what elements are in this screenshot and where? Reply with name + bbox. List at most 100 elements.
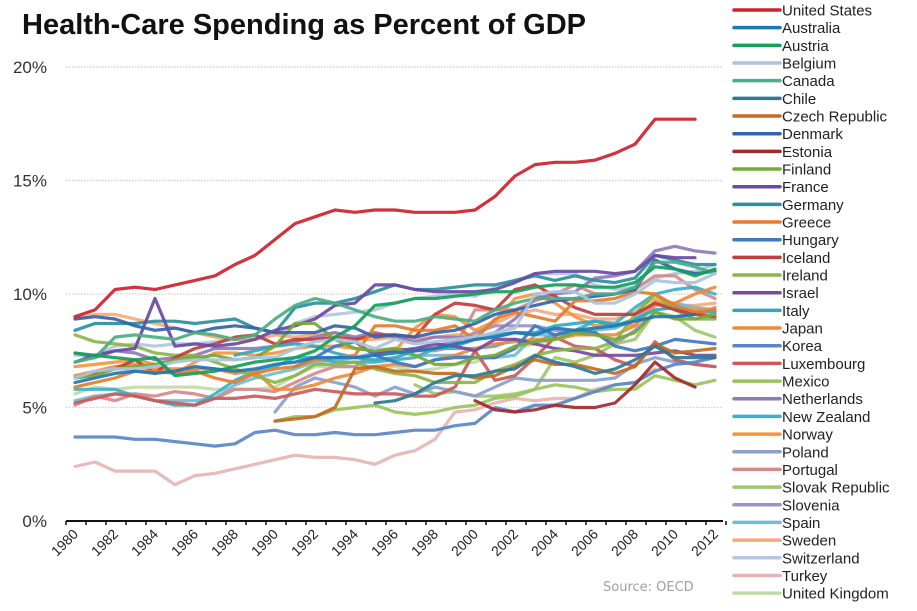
legend-label: Turkey: [782, 568, 828, 585]
x-axis: 1980 1982 1984 1986 1988 1990 1992 1994 1996 1998…: [48, 520, 727, 559]
series-line-chile: [373, 344, 717, 405]
series-line-czech-republic: [273, 342, 717, 423]
legend-item: Netherlands: [732, 391, 863, 408]
series-line-korea: [73, 356, 717, 448]
legend-item: Slovenia: [732, 497, 840, 514]
y-tick-label: 0%: [22, 512, 47, 531]
legend-label: Canada: [782, 73, 835, 90]
legend-item: Czech Republic: [732, 109, 888, 126]
legend-item: Norway: [732, 427, 833, 444]
legend-label: New Zealand: [782, 409, 870, 426]
x-tick-label: 2002: [488, 526, 521, 559]
legend-item: Italy: [732, 303, 810, 320]
legend-label: Germany: [782, 197, 844, 214]
series-line-turkey: [73, 367, 657, 487]
series-line-israel: [373, 337, 717, 357]
series-line-belgium: [73, 272, 717, 380]
legend-label: Portugal: [782, 462, 838, 479]
legend-label: Sweden: [782, 533, 836, 550]
series-line-poland: [273, 356, 717, 414]
legend-label: Switzerland: [782, 550, 860, 567]
x-tick-label: 2012: [688, 526, 721, 559]
x-tick-label: 1982: [88, 526, 121, 559]
x-tick-label: 1996: [368, 526, 401, 559]
x-tick-label: 2010: [648, 526, 681, 559]
legend: United StatesAustraliaAustriaBelgiumCana…: [732, 3, 890, 603]
x-tick-label: 1980: [48, 526, 81, 559]
x-tick-label: 1992: [288, 526, 321, 559]
legend-item: Iceland: [732, 250, 830, 267]
x-tick-label: 1990: [248, 526, 281, 559]
series-line-estonia: [473, 360, 697, 414]
legend-item: Denmark: [732, 126, 843, 143]
series-line-austria: [73, 265, 717, 378]
x-tick-label: 1984: [128, 526, 161, 559]
legend-item: Israel: [732, 285, 819, 302]
legend-item: Sweden: [732, 533, 836, 550]
series-line-greece: [73, 290, 717, 389]
series-line-australia: [73, 312, 697, 385]
x-tick-label: 2006: [568, 526, 601, 559]
legend-item: Estonia: [732, 144, 833, 161]
legend-label: Iceland: [782, 250, 830, 267]
x-tick-label: 1998: [408, 526, 441, 559]
legend-label: United States: [782, 3, 872, 20]
legend-item: Japan: [732, 321, 823, 338]
legend-item: Chile: [732, 91, 816, 108]
legend-label: Mexico: [782, 374, 830, 391]
x-tick-label: 1988: [208, 526, 241, 559]
series-line-mexico: [273, 374, 717, 423]
x-tick-label: 2008: [608, 526, 641, 559]
legend-item: Finland: [732, 162, 831, 179]
legend-item: Poland: [732, 444, 829, 461]
y-axis-ticks: 0% 5% 10% 15% 20%: [13, 58, 47, 531]
y-tick-label: 15%: [13, 172, 47, 191]
plot-area: [73, 117, 717, 487]
legend-label: Norway: [782, 427, 833, 444]
legend-label: Chile: [782, 91, 816, 108]
legend-label: France: [782, 179, 829, 196]
legend-label: Slovak Republic: [782, 480, 890, 497]
series-line-united-states: [73, 117, 697, 319]
legend-item: Portugal: [732, 462, 838, 479]
legend-item: Mexico: [732, 374, 830, 391]
chart-title: Health-Care Spending as Percent of GDP: [22, 9, 586, 41]
series-line-canada: [73, 260, 717, 364]
x-tick-label: 1994: [328, 526, 361, 559]
legend-item: Luxembourg: [732, 356, 865, 373]
legend-label: Spain: [782, 515, 820, 532]
legend-label: Australia: [782, 20, 841, 37]
legend-label: Ireland: [782, 268, 828, 285]
legend-label: Luxembourg: [782, 356, 865, 373]
legend-item: Canada: [732, 73, 835, 90]
legend-label: Czech Republic: [782, 109, 888, 126]
legend-label: Finland: [782, 162, 831, 179]
legend-item: Hungary: [732, 232, 839, 249]
legend-label: Greece: [782, 215, 831, 232]
legend-item: Switzerland: [732, 550, 860, 567]
series-line-finland: [73, 310, 717, 380]
legend-item: Greece: [732, 215, 831, 232]
y-tick-label: 20%: [13, 58, 47, 77]
legend-label: Japan: [782, 321, 823, 338]
y-tick-label: 5%: [22, 399, 47, 418]
legend-label: Austria: [782, 38, 829, 55]
x-tick-label: 2000: [448, 526, 481, 559]
legend-item: United Kingdom: [732, 586, 889, 603]
legend-item: Slovak Republic: [732, 480, 890, 497]
legend-item: Spain: [732, 515, 820, 532]
series-line-france: [73, 253, 697, 364]
legend-item: France: [732, 179, 829, 196]
legend-label: United Kingdom: [782, 586, 889, 603]
legend-item: United States: [732, 3, 872, 20]
legend-label: Denmark: [782, 126, 843, 143]
legend-item: Belgium: [732, 56, 836, 73]
legend-label: Netherlands: [782, 391, 863, 408]
legend-item: Ireland: [732, 268, 828, 285]
legend-item: Australia: [732, 20, 841, 37]
legend-label: Italy: [782, 303, 810, 320]
legend-item: Austria: [732, 38, 829, 55]
legend-label: Belgium: [782, 56, 836, 73]
x-tick-label: 2004: [528, 526, 561, 559]
